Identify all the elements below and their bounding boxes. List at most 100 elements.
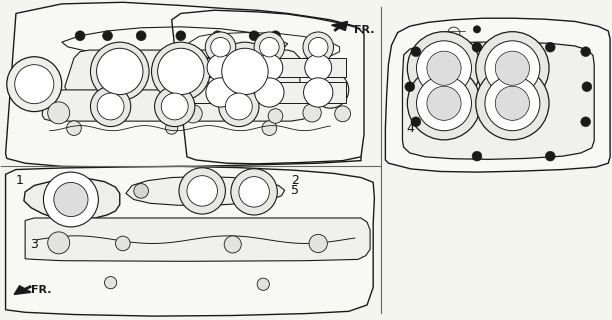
Polygon shape (332, 21, 348, 30)
Text: 3: 3 (30, 238, 38, 251)
Ellipse shape (581, 47, 591, 57)
Ellipse shape (476, 67, 549, 140)
Ellipse shape (427, 86, 461, 120)
Ellipse shape (48, 102, 70, 124)
Polygon shape (25, 218, 370, 261)
Ellipse shape (312, 72, 349, 108)
Ellipse shape (116, 236, 130, 251)
Ellipse shape (309, 234, 327, 252)
Ellipse shape (308, 37, 328, 57)
Ellipse shape (257, 278, 269, 290)
Ellipse shape (222, 48, 268, 95)
Ellipse shape (255, 78, 284, 107)
Ellipse shape (411, 117, 421, 127)
Polygon shape (403, 42, 594, 159)
Ellipse shape (218, 86, 259, 127)
Ellipse shape (43, 172, 99, 227)
Ellipse shape (187, 176, 217, 206)
Ellipse shape (7, 57, 62, 112)
Ellipse shape (303, 32, 334, 62)
Ellipse shape (472, 42, 482, 52)
Ellipse shape (155, 86, 195, 127)
Ellipse shape (75, 31, 85, 41)
Ellipse shape (473, 26, 480, 33)
Polygon shape (42, 90, 309, 121)
FancyBboxPatch shape (190, 58, 346, 77)
Ellipse shape (97, 93, 124, 120)
Polygon shape (6, 166, 375, 316)
Ellipse shape (162, 93, 188, 120)
Ellipse shape (105, 276, 117, 289)
Polygon shape (65, 50, 300, 92)
Ellipse shape (472, 151, 482, 161)
Ellipse shape (256, 54, 283, 81)
Ellipse shape (54, 182, 88, 217)
Ellipse shape (206, 78, 235, 107)
Ellipse shape (176, 31, 185, 41)
Polygon shape (24, 179, 120, 220)
Text: FR.: FR. (354, 25, 374, 35)
Ellipse shape (158, 48, 204, 95)
Ellipse shape (495, 51, 529, 85)
Ellipse shape (408, 32, 480, 105)
Ellipse shape (582, 82, 592, 92)
Ellipse shape (417, 76, 471, 131)
Ellipse shape (254, 32, 285, 62)
Ellipse shape (268, 109, 283, 123)
Ellipse shape (304, 78, 333, 107)
Ellipse shape (303, 104, 321, 122)
Ellipse shape (212, 31, 222, 41)
Ellipse shape (224, 236, 241, 253)
Ellipse shape (103, 31, 113, 41)
Polygon shape (386, 18, 610, 172)
Ellipse shape (134, 184, 149, 198)
Ellipse shape (48, 232, 70, 254)
Text: 1: 1 (16, 174, 24, 187)
Text: 5: 5 (291, 184, 299, 197)
Ellipse shape (485, 41, 540, 96)
Ellipse shape (184, 105, 202, 123)
Ellipse shape (91, 42, 149, 101)
Ellipse shape (67, 121, 81, 135)
Ellipse shape (408, 67, 480, 140)
Ellipse shape (225, 93, 252, 120)
Ellipse shape (162, 54, 204, 97)
Ellipse shape (239, 177, 269, 207)
Polygon shape (14, 286, 31, 294)
Text: 4: 4 (407, 122, 414, 135)
Ellipse shape (545, 151, 555, 161)
Ellipse shape (207, 54, 234, 81)
Ellipse shape (545, 42, 555, 52)
Text: FR.: FR. (31, 285, 52, 295)
Ellipse shape (211, 37, 230, 57)
Ellipse shape (97, 48, 143, 95)
Ellipse shape (495, 86, 529, 120)
Ellipse shape (259, 37, 279, 57)
Ellipse shape (170, 62, 196, 89)
Ellipse shape (417, 41, 471, 96)
Polygon shape (6, 2, 361, 167)
Ellipse shape (136, 31, 146, 41)
Ellipse shape (166, 122, 177, 134)
Ellipse shape (411, 47, 421, 57)
Ellipse shape (152, 42, 210, 101)
Ellipse shape (91, 86, 131, 127)
FancyBboxPatch shape (190, 82, 346, 103)
Ellipse shape (427, 51, 461, 85)
Ellipse shape (215, 42, 274, 101)
Ellipse shape (581, 117, 591, 127)
Ellipse shape (271, 31, 280, 41)
Ellipse shape (476, 32, 549, 105)
Polygon shape (171, 10, 364, 164)
Ellipse shape (15, 65, 54, 104)
Ellipse shape (305, 54, 332, 81)
Ellipse shape (249, 31, 259, 41)
Polygon shape (126, 177, 285, 205)
Ellipse shape (179, 168, 225, 214)
Ellipse shape (262, 121, 277, 135)
Ellipse shape (405, 82, 415, 92)
Ellipse shape (485, 76, 540, 131)
Ellipse shape (205, 32, 236, 62)
Ellipse shape (335, 106, 351, 122)
Text: 2: 2 (291, 174, 299, 187)
